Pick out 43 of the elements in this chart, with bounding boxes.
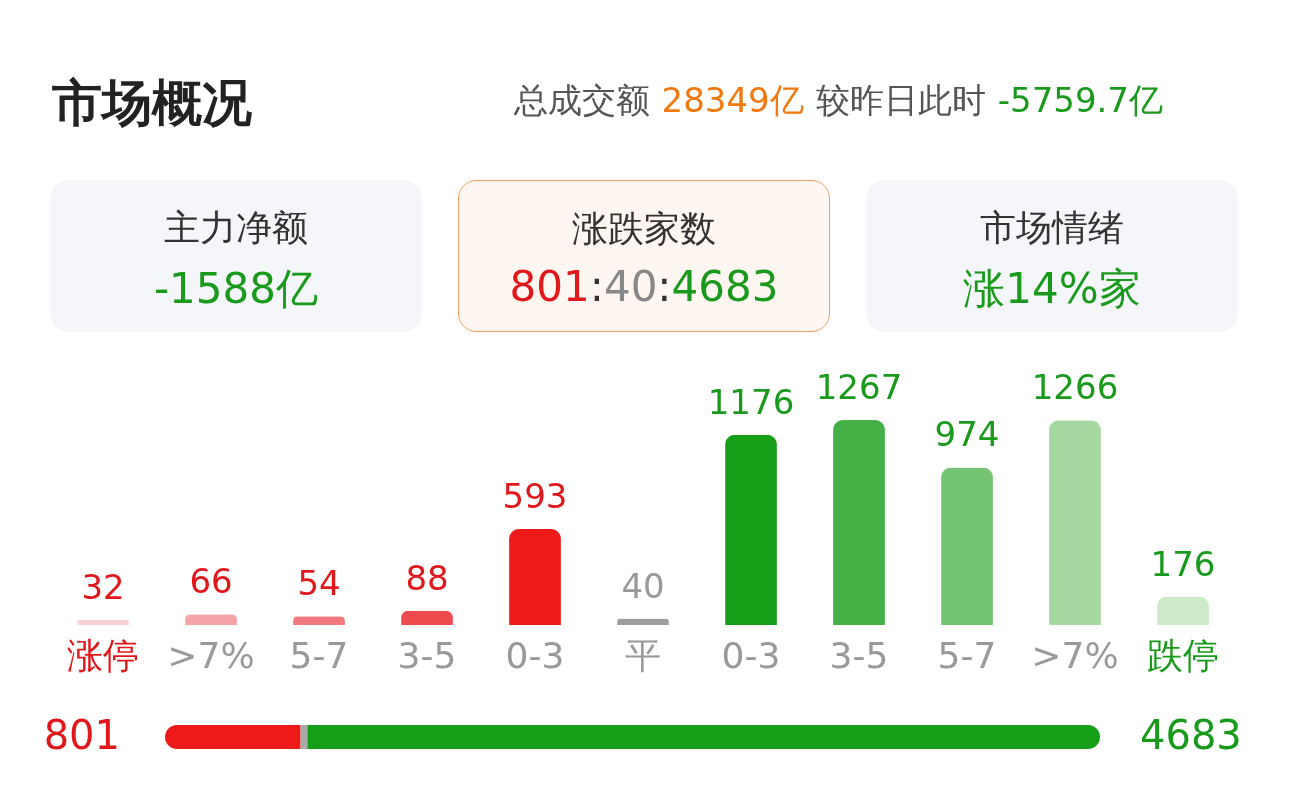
data-label: 54 [297, 563, 341, 604]
x-tick-label: 3-5 [829, 634, 889, 676]
data-label: 40 [621, 565, 665, 606]
text: 801:40:4683 [509, 262, 779, 311]
bar [725, 434, 777, 625]
x-tick-label: >7% [167, 634, 255, 676]
bar [833, 420, 885, 625]
data-label: 4683 [1140, 712, 1242, 758]
data-label: 176 [1150, 543, 1216, 584]
data-label: 593 [502, 476, 568, 517]
x-tick-label: 涨停 [67, 634, 139, 676]
bar [941, 467, 993, 625]
bar [77, 619, 129, 625]
bar [509, 529, 561, 625]
bar [1049, 420, 1101, 625]
data-label: 1267 [815, 367, 903, 407]
bar [1157, 596, 1209, 625]
text: -1588亿 [152, 263, 319, 315]
x-tick-label: >7% [1031, 634, 1119, 676]
x-tick-label: 跌停 [1147, 634, 1219, 676]
text: -5759.7亿 [997, 80, 1163, 120]
data-label: 88 [405, 557, 449, 598]
bar [401, 610, 453, 625]
data-label: 801 [43, 712, 120, 758]
x-tick-label: 5-7 [289, 634, 349, 676]
text: 总成交额 [513, 80, 650, 120]
x-tick-label: 0-3 [721, 634, 781, 676]
data-label: 66 [189, 561, 233, 602]
x-tick-label: 0-3 [505, 634, 565, 676]
text: 主力净额 [163, 206, 309, 250]
data-label: 1266 [1031, 367, 1119, 408]
text: 涨跌家数 [571, 207, 717, 251]
x-tick-label: 平 [625, 634, 661, 676]
text: 涨14%家 [962, 263, 1142, 315]
text: 较昨日此时 [815, 80, 986, 120]
x-tick-label: 3-5 [397, 634, 457, 676]
data-label: 1176 [707, 381, 795, 422]
x-tick-label: 5-7 [937, 634, 997, 676]
chart-title: 市场概况 [52, 73, 252, 134]
text: 市场情绪 [979, 206, 1125, 250]
text: 28349亿 [661, 80, 804, 120]
data-label: 974 [934, 414, 1000, 455]
data-label: 32 [81, 566, 125, 607]
